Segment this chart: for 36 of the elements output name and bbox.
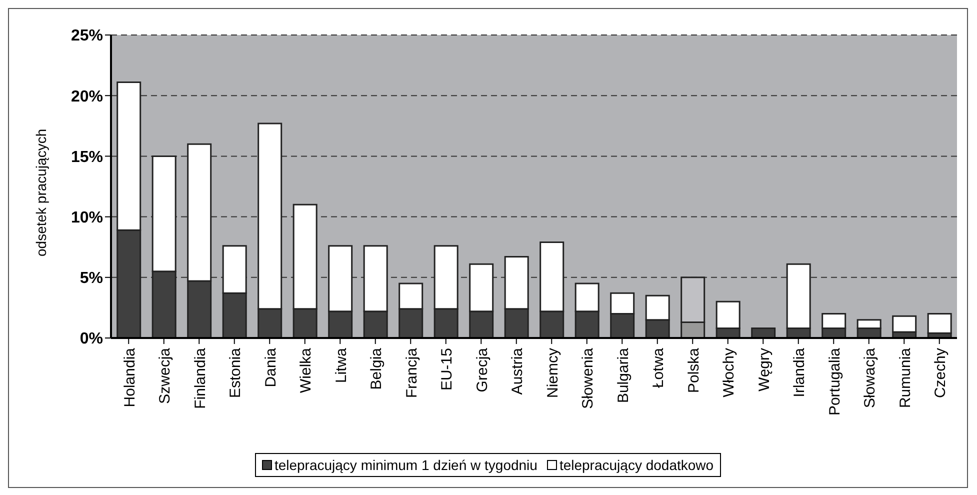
legend-label: telepracujący minimum 1 dzień w tygodniu [274, 457, 538, 473]
x-tick-label: Czechy [932, 348, 950, 398]
x-tick-label: Irlandia [791, 347, 808, 398]
y-tick-label: 5% [80, 270, 103, 288]
bar [751, 328, 776, 338]
y-tick-label: 10% [70, 209, 103, 226]
y-tick-label: 25% [70, 28, 103, 45]
bar [892, 315, 917, 333]
x-tick-label: Włochy [720, 348, 738, 398]
bar [927, 313, 952, 334]
x-tick-label: Szwecja [156, 347, 174, 404]
x-tick-label: Austria [509, 347, 526, 395]
x-tick-label: Polska [685, 347, 702, 394]
x-tick-label: Grecja [474, 347, 491, 392]
x-tick-label: Wielka [298, 347, 315, 394]
x-tick-label: Portugalia [826, 347, 844, 416]
x-tick-label: Węgry [756, 348, 773, 392]
x-tick-label: Litwa [332, 347, 350, 384]
x-tick-label: EU-15 [438, 348, 456, 391]
x-tick-label: Holandia [121, 347, 138, 408]
x-tick-label: Finlandia [192, 347, 209, 409]
x-tick-label: Słowenia [580, 347, 597, 409]
x-tick-label: Łotwa [650, 347, 668, 388]
x-tick-label: Bulgaria [614, 347, 632, 404]
x-tick-label: Estonia [227, 347, 244, 398]
legend-label: telepracujący dodatkowo [559, 457, 714, 473]
y-tick-label: 20% [70, 88, 103, 106]
y-tick-label: 15% [70, 148, 103, 166]
x-tick-label: Słowacja [862, 347, 879, 408]
x-tick-label: Dania [262, 347, 280, 388]
x-tick-label: Rumunia [896, 347, 914, 408]
x-tick-label: Belgia [368, 347, 386, 390]
x-tick-label: Niemcy [544, 348, 562, 398]
y-axis-title: odsetek pracujących [32, 128, 49, 256]
y-tick-label: 0% [80, 330, 103, 348]
x-tick-label: Francja [403, 347, 420, 398]
